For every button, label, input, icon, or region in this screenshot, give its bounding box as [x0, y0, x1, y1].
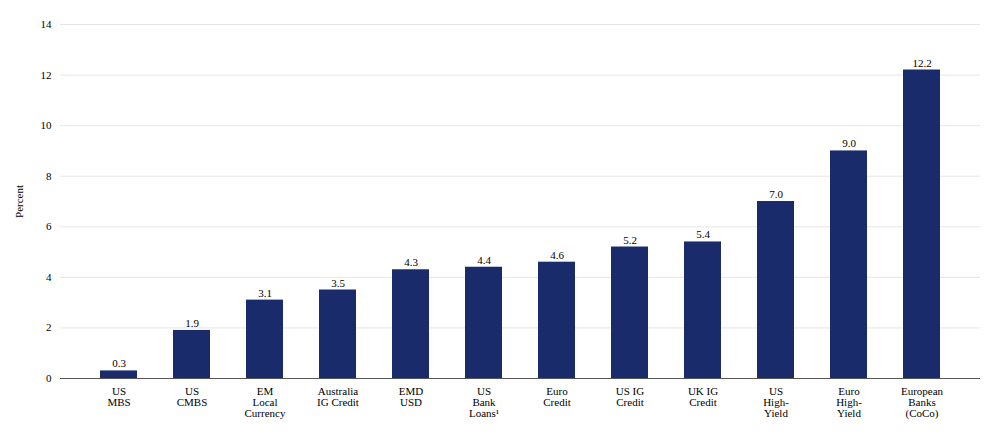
svg-text:0: 0: [46, 372, 52, 384]
svg-text:EMLocalCurrency: EMLocalCurrency: [245, 385, 286, 419]
svg-text:8: 8: [46, 170, 52, 182]
svg-text:0.3: 0.3: [112, 357, 126, 369]
svg-text:6: 6: [46, 220, 52, 232]
svg-text:7.0: 7.0: [769, 188, 783, 200]
svg-text:EMDUSD: EMDUSD: [399, 385, 424, 408]
svg-text:14: 14: [41, 18, 53, 30]
svg-text:Percent: Percent: [13, 185, 25, 218]
svg-text:UK IGCredit: UK IGCredit: [688, 385, 718, 408]
svg-text:EuropeanBanks(CoCo): EuropeanBanks(CoCo): [901, 385, 944, 420]
svg-text:12: 12: [41, 69, 52, 81]
svg-text:4: 4: [46, 271, 52, 283]
svg-text:USHigh-Yield: USHigh-Yield: [763, 385, 789, 419]
svg-text:3.1: 3.1: [258, 287, 272, 299]
svg-text:5.4: 5.4: [696, 228, 710, 240]
svg-text:12.2: 12.2: [912, 57, 931, 69]
svg-text:USCMBS: USCMBS: [177, 385, 208, 408]
svg-text:USBankLoans¹: USBankLoans¹: [469, 385, 499, 419]
svg-text:4.3: 4.3: [404, 256, 418, 268]
svg-text:EuroCredit: EuroCredit: [543, 385, 571, 408]
svg-text:EuroHigh-Yield: EuroHigh-Yield: [836, 385, 862, 419]
svg-text:2: 2: [46, 321, 52, 333]
svg-text:AustraliaIG Credit: AustraliaIG Credit: [317, 385, 359, 408]
svg-text:4.6: 4.6: [550, 249, 564, 261]
svg-text:1.9: 1.9: [185, 317, 199, 329]
svg-text:3.5: 3.5: [331, 277, 345, 289]
svg-text:USMBS: USMBS: [107, 385, 130, 408]
svg-text:9.0: 9.0: [842, 137, 856, 149]
svg-text:4.4: 4.4: [477, 254, 491, 266]
svg-text:10: 10: [41, 119, 53, 131]
svg-text:US IGCredit: US IGCredit: [616, 385, 644, 408]
svg-text:5.2: 5.2: [623, 234, 637, 246]
